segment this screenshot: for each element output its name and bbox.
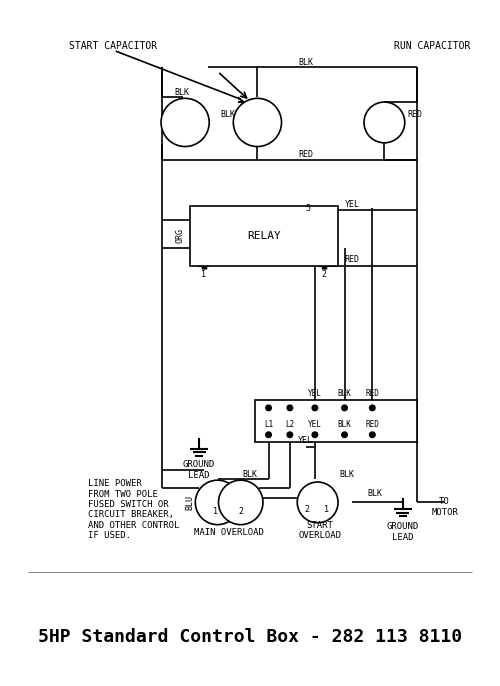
Text: LINE POWER
FROM TWO POLE
FUSED SWITCH OR
CIRCUIT BREAKER,
AND OTHER CONTROL
IF U: LINE POWER FROM TWO POLE FUSED SWITCH OR… xyxy=(88,480,179,541)
Circle shape xyxy=(287,405,292,411)
Bar xyxy=(254,401,417,442)
Circle shape xyxy=(218,480,263,525)
Circle shape xyxy=(342,432,347,438)
Text: 5: 5 xyxy=(306,204,311,213)
Text: RED: RED xyxy=(298,150,313,159)
Circle shape xyxy=(266,405,272,411)
Text: GROUND
LEAD: GROUND LEAD xyxy=(387,522,419,542)
Circle shape xyxy=(234,98,281,147)
Circle shape xyxy=(342,405,347,411)
Circle shape xyxy=(287,432,292,438)
Circle shape xyxy=(312,405,318,411)
Text: START
OVERLOAD: START OVERLOAD xyxy=(298,521,341,540)
Text: GROUND
LEAD: GROUND LEAD xyxy=(183,460,215,480)
Text: BLK: BLK xyxy=(338,420,351,429)
Text: L2: L2 xyxy=(285,420,294,429)
Circle shape xyxy=(196,480,240,525)
Text: BLK: BLK xyxy=(368,488,382,497)
Text: RELAY: RELAY xyxy=(247,231,281,241)
Text: L1: L1 xyxy=(264,420,273,429)
Text: 1: 1 xyxy=(201,270,206,279)
Text: BLU: BLU xyxy=(186,495,194,510)
Text: RED: RED xyxy=(344,255,360,264)
Text: RUN CAPACITOR: RUN CAPACITOR xyxy=(394,40,470,51)
Text: RED: RED xyxy=(366,420,380,429)
Text: YEL: YEL xyxy=(344,200,360,209)
Text: YEL: YEL xyxy=(308,420,322,429)
Circle shape xyxy=(161,98,209,147)
Text: 1: 1 xyxy=(324,506,330,514)
Text: TO
MOTOR: TO MOTOR xyxy=(431,497,458,517)
Text: ORG: ORG xyxy=(176,228,185,244)
Circle shape xyxy=(370,432,375,438)
Circle shape xyxy=(364,102,405,143)
Text: BLK: BLK xyxy=(338,390,351,399)
Text: 2: 2 xyxy=(304,506,309,514)
Text: 2: 2 xyxy=(238,507,243,516)
Circle shape xyxy=(370,405,375,411)
Text: BLK: BLK xyxy=(298,58,313,67)
Text: YEL: YEL xyxy=(298,436,313,445)
Text: START CAPACITOR: START CAPACITOR xyxy=(70,40,158,51)
Text: 1: 1 xyxy=(213,507,218,516)
Text: RED: RED xyxy=(408,110,422,119)
Text: BLK: BLK xyxy=(340,470,355,479)
Text: 5HP Standard Control Box - 282 113 8110: 5HP Standard Control Box - 282 113 8110 xyxy=(38,628,462,646)
Circle shape xyxy=(312,432,318,438)
Bar xyxy=(190,206,338,266)
Circle shape xyxy=(266,432,272,438)
Text: MAIN OVERLOAD: MAIN OVERLOAD xyxy=(194,528,264,536)
Text: BLK: BLK xyxy=(220,110,236,119)
Text: YEL: YEL xyxy=(308,390,322,399)
Text: 2: 2 xyxy=(322,270,326,279)
Text: RED: RED xyxy=(366,390,380,399)
Circle shape xyxy=(298,482,338,523)
Text: BLK: BLK xyxy=(242,470,258,479)
Text: BLK: BLK xyxy=(174,88,189,97)
